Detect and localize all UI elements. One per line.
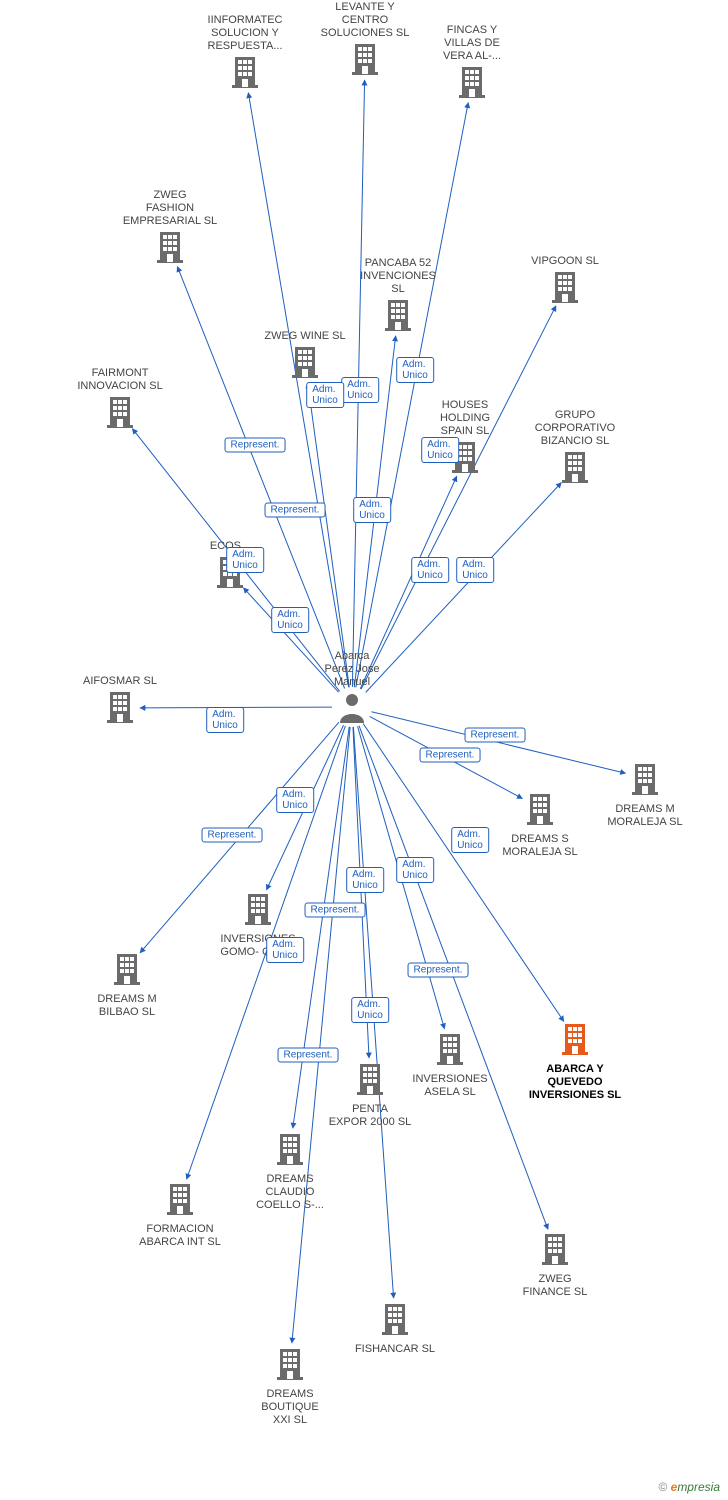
edge-label: Adm. Unico [276,787,314,813]
company-label: ABARCA Y QUEVEDO INVERSIONES SL [520,1063,630,1102]
edge-label: Adm. Unico [351,997,389,1023]
company-node: DREAMS M MORALEJA SL [590,760,700,829]
building-icon [115,228,225,269]
edge-label: Represent. [278,1048,339,1063]
company-label: FAIRMONT INNOVACION SL [65,367,175,393]
company-node: ABARCA Y QUEVEDO INVERSIONES SL [520,1020,630,1102]
company-node: ZWEG FINANCE SL [500,1230,610,1299]
company-node: IINFORMATEC SOLUCION Y RESPUESTA... [190,12,300,94]
company-label: ZWEG FINANCE SL [500,1273,610,1299]
building-icon [520,1020,630,1061]
edge-line [371,712,625,774]
building-icon [72,950,182,991]
company-label: HOUSES HOLDING SPAIN SL [410,399,520,438]
edge-label: Adm. Unico [226,547,264,573]
edge-label: Adm. Unico [456,557,494,583]
edge-label: Adm. Unico [421,437,459,463]
company-node: DREAMS CLAUDIO COELLO S-... [235,1130,345,1212]
building-icon [235,1130,345,1171]
company-node: VIPGOON SL [510,253,620,309]
company-node: DREAMS S MORALEJA SL [485,790,595,859]
company-node: LEVANTE Y CENTRO SOLUCIONES SL [310,0,420,81]
center-person-node: Abarca Perez Jose Manuel [297,648,407,730]
building-icon [65,688,175,729]
edge-label: Represent. [265,503,326,518]
center-label: Abarca Perez Jose Manuel [297,650,407,689]
edge-label: Adm. Unico [271,607,309,633]
building-icon [590,760,700,801]
building-icon [125,1180,235,1221]
edge-line [308,383,350,687]
company-label: PENTA EXPOR 2000 SL [315,1103,425,1129]
company-label: DREAMS M BILBAO SL [72,993,182,1019]
edge-label: Represent. [408,963,469,978]
company-label: PANCABA 52 INVENCIONES SL [343,257,453,296]
building-icon [520,448,630,489]
company-node: PENTA EXPOR 2000 SL [315,1060,425,1129]
edge-label: Represent. [420,748,481,763]
building-icon [203,890,313,931]
building-icon [485,790,595,831]
company-label: FORMACION ABARCA INT SL [125,1223,235,1249]
copyright-symbol: © [658,1480,667,1494]
edge-label: Adm. Unico [396,357,434,383]
copyright: © empresia [658,1480,720,1494]
company-node: ZWEG WINE SL [250,328,360,384]
company-label: IINFORMATEC SOLUCION Y RESPUESTA... [190,14,300,53]
edge-label: Adm. Unico [306,382,344,408]
building-icon [510,268,620,309]
company-label: DREAMS BOUTIQUE XXI SL [235,1388,345,1427]
edge-label: Adm. Unico [346,867,384,893]
building-icon [235,1345,345,1386]
company-label: FINCAS Y VILLAS DE VERA AL-... [417,24,527,63]
copyright-brand-rest: mpresia [677,1480,720,1494]
diagram-canvas: Abarca Perez Jose Manuel IINFORMATEC SOL… [0,0,728,1500]
edge-line [292,727,350,1343]
company-label: ZWEG FASHION EMPRESARIAL SL [115,189,225,228]
company-node: DREAMS BOUTIQUE XXI SL [235,1345,345,1427]
company-label: DREAMS M MORALEJA SL [590,803,700,829]
edges-layer [0,0,728,1500]
edge-label: Adm. Unico [451,827,489,853]
company-node: FINCAS Y VILLAS DE VERA AL-... [417,22,527,104]
edge-label: Represent. [305,903,366,918]
company-node: FISHANCAR SL [340,1300,450,1356]
edge-label: Adm. Unico [411,557,449,583]
building-icon [190,53,300,94]
company-node: FAIRMONT INNOVACION SL [65,365,175,434]
company-label: GRUPO CORPORATIVO BIZANCIO SL [520,409,630,448]
company-node: GRUPO CORPORATIVO BIZANCIO SL [520,407,630,489]
company-node: PANCABA 52 INVENCIONES SL [343,255,453,337]
company-node: FORMACION ABARCA INT SL [125,1180,235,1249]
company-label: DREAMS S MORALEJA SL [485,833,595,859]
person-icon [297,689,407,730]
company-label: FISHANCAR SL [340,1343,450,1356]
building-icon [500,1230,610,1271]
company-label: LEVANTE Y CENTRO SOLUCIONES SL [310,1,420,40]
company-label: ZWEG WINE SL [250,330,360,343]
edge-label: Adm. Unico [266,937,304,963]
company-label: VIPGOON SL [510,255,620,268]
company-node: ZWEG FASHION EMPRESARIAL SL [115,187,225,269]
edge-label: Adm. Unico [206,707,244,733]
building-icon [340,1300,450,1341]
building-icon [417,63,527,104]
edge-label: Represent. [465,728,526,743]
company-node: DREAMS M BILBAO SL [72,950,182,1019]
company-node: AIFOSMAR SL [65,673,175,729]
building-icon [315,1060,425,1101]
edge-label: Represent. [202,828,263,843]
edge-label: Adm. Unico [341,377,379,403]
building-icon [65,393,175,434]
company-label: AIFOSMAR SL [65,675,175,688]
edge-label: Adm. Unico [353,497,391,523]
company-label: DREAMS CLAUDIO COELLO S-... [235,1173,345,1212]
edge-label: Adm. Unico [396,857,434,883]
edge-label: Represent. [225,438,286,453]
building-icon [310,40,420,81]
